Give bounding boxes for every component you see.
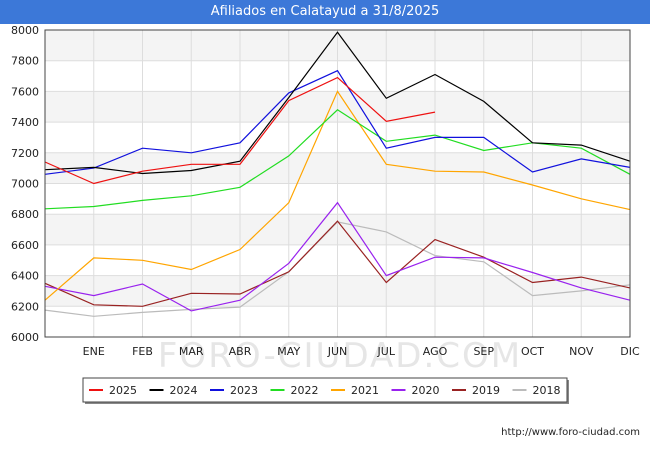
series-line-2020	[44, 201, 631, 312]
legend-label-2019: 2019	[472, 384, 500, 397]
x-tick-label: JUN	[327, 345, 348, 358]
x-tick-label: MAY	[277, 345, 300, 358]
series-line-2024	[44, 31, 631, 175]
x-tick-label: NOV	[569, 345, 594, 358]
x-tick-label: AGO	[423, 345, 448, 358]
y-tick-label: 7200	[11, 147, 39, 160]
legend-label-2018: 2018	[533, 384, 561, 397]
legend-label-2022: 2022	[291, 384, 319, 397]
series-line-2025	[44, 76, 436, 185]
chart-title: Afiliados en Calatayud a 31/8/2025	[0, 0, 650, 24]
legend: 2025 2024 2023 2022 2021 2020 2019 2018	[82, 377, 569, 404]
legend-label-2025: 2025	[109, 384, 137, 397]
y-tick-label: 6800	[11, 208, 39, 221]
series-line-2019	[44, 220, 631, 307]
x-tick-label: SEP	[473, 345, 494, 358]
legend-label-2024: 2024	[170, 384, 198, 397]
legend-label-2020: 2020	[412, 384, 440, 397]
x-tick-label: DIC	[620, 345, 640, 358]
x-tick-label: MAR	[179, 345, 204, 358]
y-tick-label: 7600	[11, 85, 39, 98]
x-tick-labels: ENE FEB MAR ABR MAY JUN JUL AGO SEP OCT NOV DIC	[83, 345, 640, 358]
legend-box	[82, 377, 568, 403]
y-tick-label: 8000	[11, 24, 39, 37]
x-tick-label: FEB	[132, 345, 153, 358]
y-tick-label: 6000	[11, 331, 39, 344]
watermark: FORO-CIUDAD.COM	[158, 336, 522, 376]
x-tick-label: OCT	[521, 345, 544, 358]
x-tick-label: JUL	[377, 345, 396, 358]
plot-frame	[44, 29, 631, 338]
y-tick-label: 7000	[11, 178, 39, 191]
y-tick-labels: 6000 6200 6400 6600 6800 7000 7200 7400 7600 7800…	[11, 24, 39, 344]
legend-label-2023: 2023	[230, 384, 258, 397]
series-line-2021	[44, 90, 631, 301]
x-tick-label: ENE	[83, 345, 105, 358]
y-tick-label: 6600	[11, 239, 39, 252]
series-line-2023	[44, 69, 631, 175]
y-tick-label: 7400	[11, 116, 39, 129]
y-tick-label: 7800	[11, 55, 39, 68]
y-tick-label: 6200	[11, 300, 39, 313]
series-lines	[44, 31, 631, 317]
legend-label-2021: 2021	[351, 384, 379, 397]
y-tick-label: 6400	[11, 270, 39, 283]
source-url: http://www.foro-ciudad.com	[501, 427, 640, 438]
x-tick-label: ABR	[229, 345, 252, 358]
axes	[44, 29, 631, 338]
